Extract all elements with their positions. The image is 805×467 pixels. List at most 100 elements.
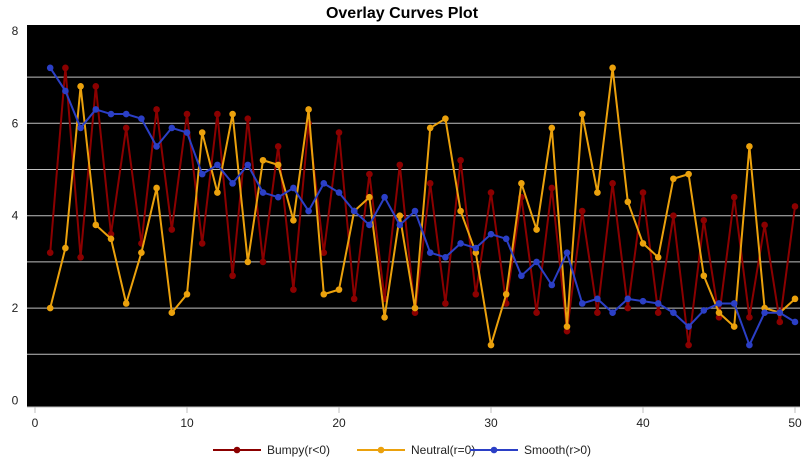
y-tick-label: 4 <box>12 209 19 223</box>
data-point <box>244 161 252 169</box>
data-point <box>290 286 297 293</box>
data-point <box>487 230 495 238</box>
data-point <box>411 309 419 317</box>
axes: 0 2 4 6 8 0 10 20 30 40 50 <box>12 24 802 430</box>
data-point <box>426 249 434 256</box>
data-point <box>791 203 799 210</box>
data-point <box>472 244 480 252</box>
data-point <box>138 115 145 122</box>
data-point <box>761 304 768 312</box>
data-point <box>107 235 115 243</box>
data-point <box>594 189 601 196</box>
data-point <box>457 207 464 215</box>
data-point <box>77 124 84 132</box>
data-point <box>548 281 556 289</box>
data-point <box>654 253 662 261</box>
data-point <box>107 230 115 238</box>
data-point <box>426 124 434 132</box>
data-point <box>594 309 601 317</box>
data-point <box>381 193 388 201</box>
data-point <box>609 180 616 187</box>
data-point <box>305 106 312 113</box>
data-point <box>229 180 236 187</box>
data-point <box>639 189 647 196</box>
data-point <box>533 226 540 233</box>
data-point <box>214 161 221 169</box>
data-point <box>746 341 753 349</box>
x-tick-label: 20 <box>332 416 346 430</box>
data-point <box>730 300 738 307</box>
data-point <box>198 170 206 178</box>
data-point <box>274 193 282 201</box>
x-tick-label: 30 <box>484 416 498 430</box>
data-point <box>578 207 586 215</box>
data-point <box>46 64 54 72</box>
data-point <box>350 207 358 215</box>
data-point <box>46 249 54 256</box>
data-point <box>715 309 723 317</box>
data-point <box>259 189 267 196</box>
data-point <box>138 249 145 256</box>
data-point <box>214 189 221 196</box>
y-tick-label: 6 <box>12 116 19 130</box>
data-point <box>396 212 404 219</box>
data-point <box>229 110 236 118</box>
data-point <box>259 156 267 164</box>
data-point <box>670 309 677 317</box>
data-point <box>305 207 312 215</box>
data-point <box>563 327 571 335</box>
data-point <box>183 129 191 136</box>
data-point <box>92 221 100 229</box>
data-point <box>183 110 191 118</box>
data-point <box>639 240 647 247</box>
data-point <box>442 253 449 261</box>
data-point <box>153 143 160 150</box>
data-point <box>548 124 556 132</box>
data-point <box>578 300 586 307</box>
data-point <box>229 272 236 280</box>
x-tick-label: 0 <box>32 416 39 430</box>
data-point <box>320 180 328 187</box>
x-tick-label: 10 <box>180 416 194 430</box>
data-point <box>670 175 677 183</box>
data-point <box>791 318 799 326</box>
legend-label: Bumpy(r<0) <box>267 443 330 457</box>
data-point <box>472 249 480 256</box>
data-point <box>502 235 510 243</box>
data-point <box>518 180 525 187</box>
series-neutral-r- <box>46 64 799 349</box>
legend-label: Smooth(r>0) <box>524 443 591 457</box>
data-point <box>654 309 662 317</box>
chart-title: Overlay Curves Plot <box>326 5 479 22</box>
data-point <box>290 184 297 192</box>
data-point <box>153 106 160 113</box>
legend-item: Neutral(r=0) <box>357 443 475 457</box>
y-tick-label: 2 <box>12 301 19 315</box>
data-point <box>609 64 616 72</box>
data-point <box>335 286 343 293</box>
data-point <box>92 83 100 90</box>
data-point <box>548 184 556 192</box>
data-point <box>700 217 708 224</box>
legend-marker <box>377 446 385 454</box>
data-point <box>274 161 282 169</box>
data-point <box>335 189 343 196</box>
legend: Bumpy(r<0) Neutral(r=0) Smooth(r>0) <box>213 443 591 457</box>
data-point <box>442 300 449 307</box>
data-point <box>168 124 176 132</box>
data-point <box>624 304 632 312</box>
data-point <box>472 290 480 298</box>
data-point <box>122 110 130 118</box>
data-point <box>746 143 753 150</box>
data-point <box>700 272 708 280</box>
data-point <box>609 309 616 317</box>
data-point <box>746 314 753 321</box>
data-point <box>791 295 799 303</box>
data-point <box>487 341 495 349</box>
data-point <box>533 258 540 266</box>
data-point <box>730 323 738 330</box>
data-point <box>776 309 784 317</box>
data-point <box>685 341 692 349</box>
data-point <box>396 161 404 169</box>
